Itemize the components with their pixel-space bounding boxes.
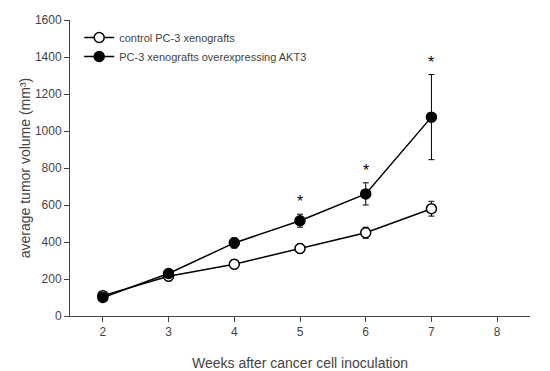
svg-text:6: 6 [362,325,369,339]
svg-text:400: 400 [42,235,62,249]
svg-text:1000: 1000 [35,124,62,138]
svg-text:average tumor volume (mm³): average tumor volume (mm³) [17,78,33,259]
svg-text:0: 0 [55,309,62,323]
svg-text:800: 800 [42,161,62,175]
svg-text:1600: 1600 [35,13,62,27]
svg-text:5: 5 [297,325,304,339]
svg-text:*: * [363,162,369,179]
svg-text:1200: 1200 [35,87,62,101]
svg-text:2: 2 [100,325,107,339]
svg-text:*: * [297,193,303,210]
svg-text:7: 7 [428,325,435,339]
svg-text:PC-3 xenografts overexpressing: PC-3 xenografts overexpressing AKT3 [119,51,306,63]
svg-text:1400: 1400 [35,50,62,64]
svg-text:3: 3 [165,325,172,339]
svg-text:*: * [428,54,434,71]
svg-text:600: 600 [42,198,62,212]
svg-text:4: 4 [231,325,238,339]
svg-text:8: 8 [494,325,501,339]
svg-text:Weeks after cancer cell inocul: Weeks after cancer cell inoculation [192,355,408,371]
svg-text:200: 200 [42,272,62,286]
svg-text:control PC-3 xenografts: control PC-3 xenografts [119,32,235,44]
